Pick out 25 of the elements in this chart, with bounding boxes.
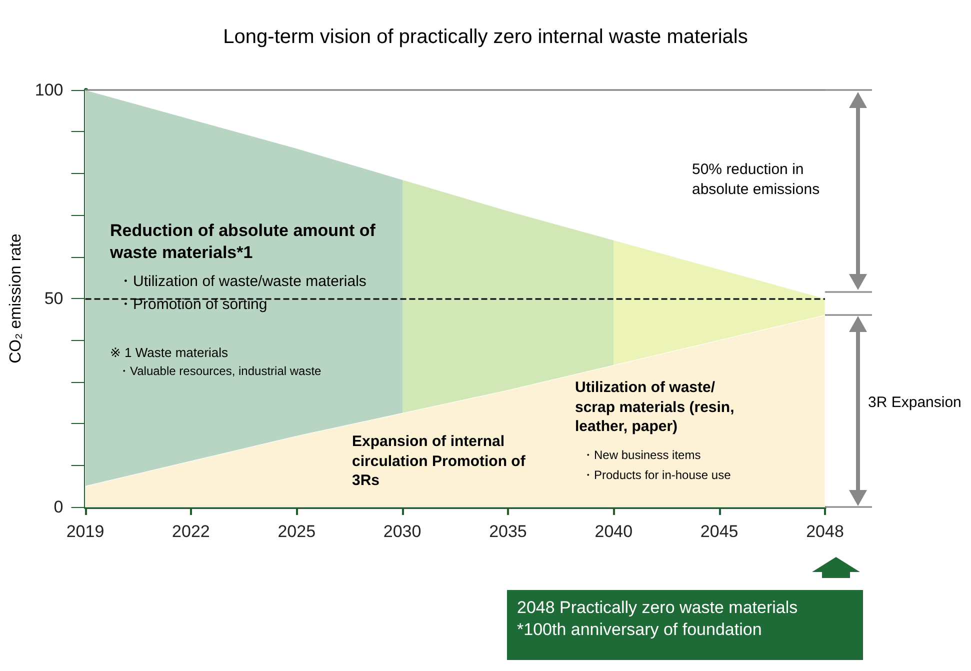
annotation: ※ 1 Waste materials [110,345,230,362]
text: 3R Expansion [868,393,962,412]
y-tick-label: 0 [54,498,64,516]
annotation: ・Utilization of waste/waste materials [118,272,368,292]
y-tick-label: 100 [34,80,64,100]
x-tick-label: 2048 [806,522,844,541]
annotation: ・Promotion of sorting [118,295,268,314]
annotation: 50% reduction in absolute emissions [692,160,821,199]
annotation: ・Products for in-house use [582,468,732,484]
annotation: ・Valuable resources, industrial waste [118,364,322,380]
annotation: Reduction of absolute amount of waste materials*1 [110,220,376,264]
x-tick-label: 2019 [66,522,104,541]
annotation: Expansion of internal circulation Promotion of 3Rs [352,432,526,490]
text: 2048 Practically zero waste materials *100th anniversary of foundation [517,597,799,642]
annotation: ・New business items [582,448,702,464]
chart-title: Long-term vision of practically zero internal waste materials [223,26,748,48]
y-axis-title: CO₂ emission rate [8,234,24,364]
annotation: Utilization of waste/ scrap materials (resin, leather, paper) [575,378,736,436]
x-tick-label: 2030 [383,522,422,541]
x-tick-label: 2040 [594,522,633,541]
x-tick-label: 2035 [489,522,527,541]
x-tick-label: 2045 [700,522,738,541]
x-tick-label: 2022 [172,522,210,541]
x-tick-label: 2025 [278,522,316,541]
y-tick-label: 50 [44,289,64,308]
